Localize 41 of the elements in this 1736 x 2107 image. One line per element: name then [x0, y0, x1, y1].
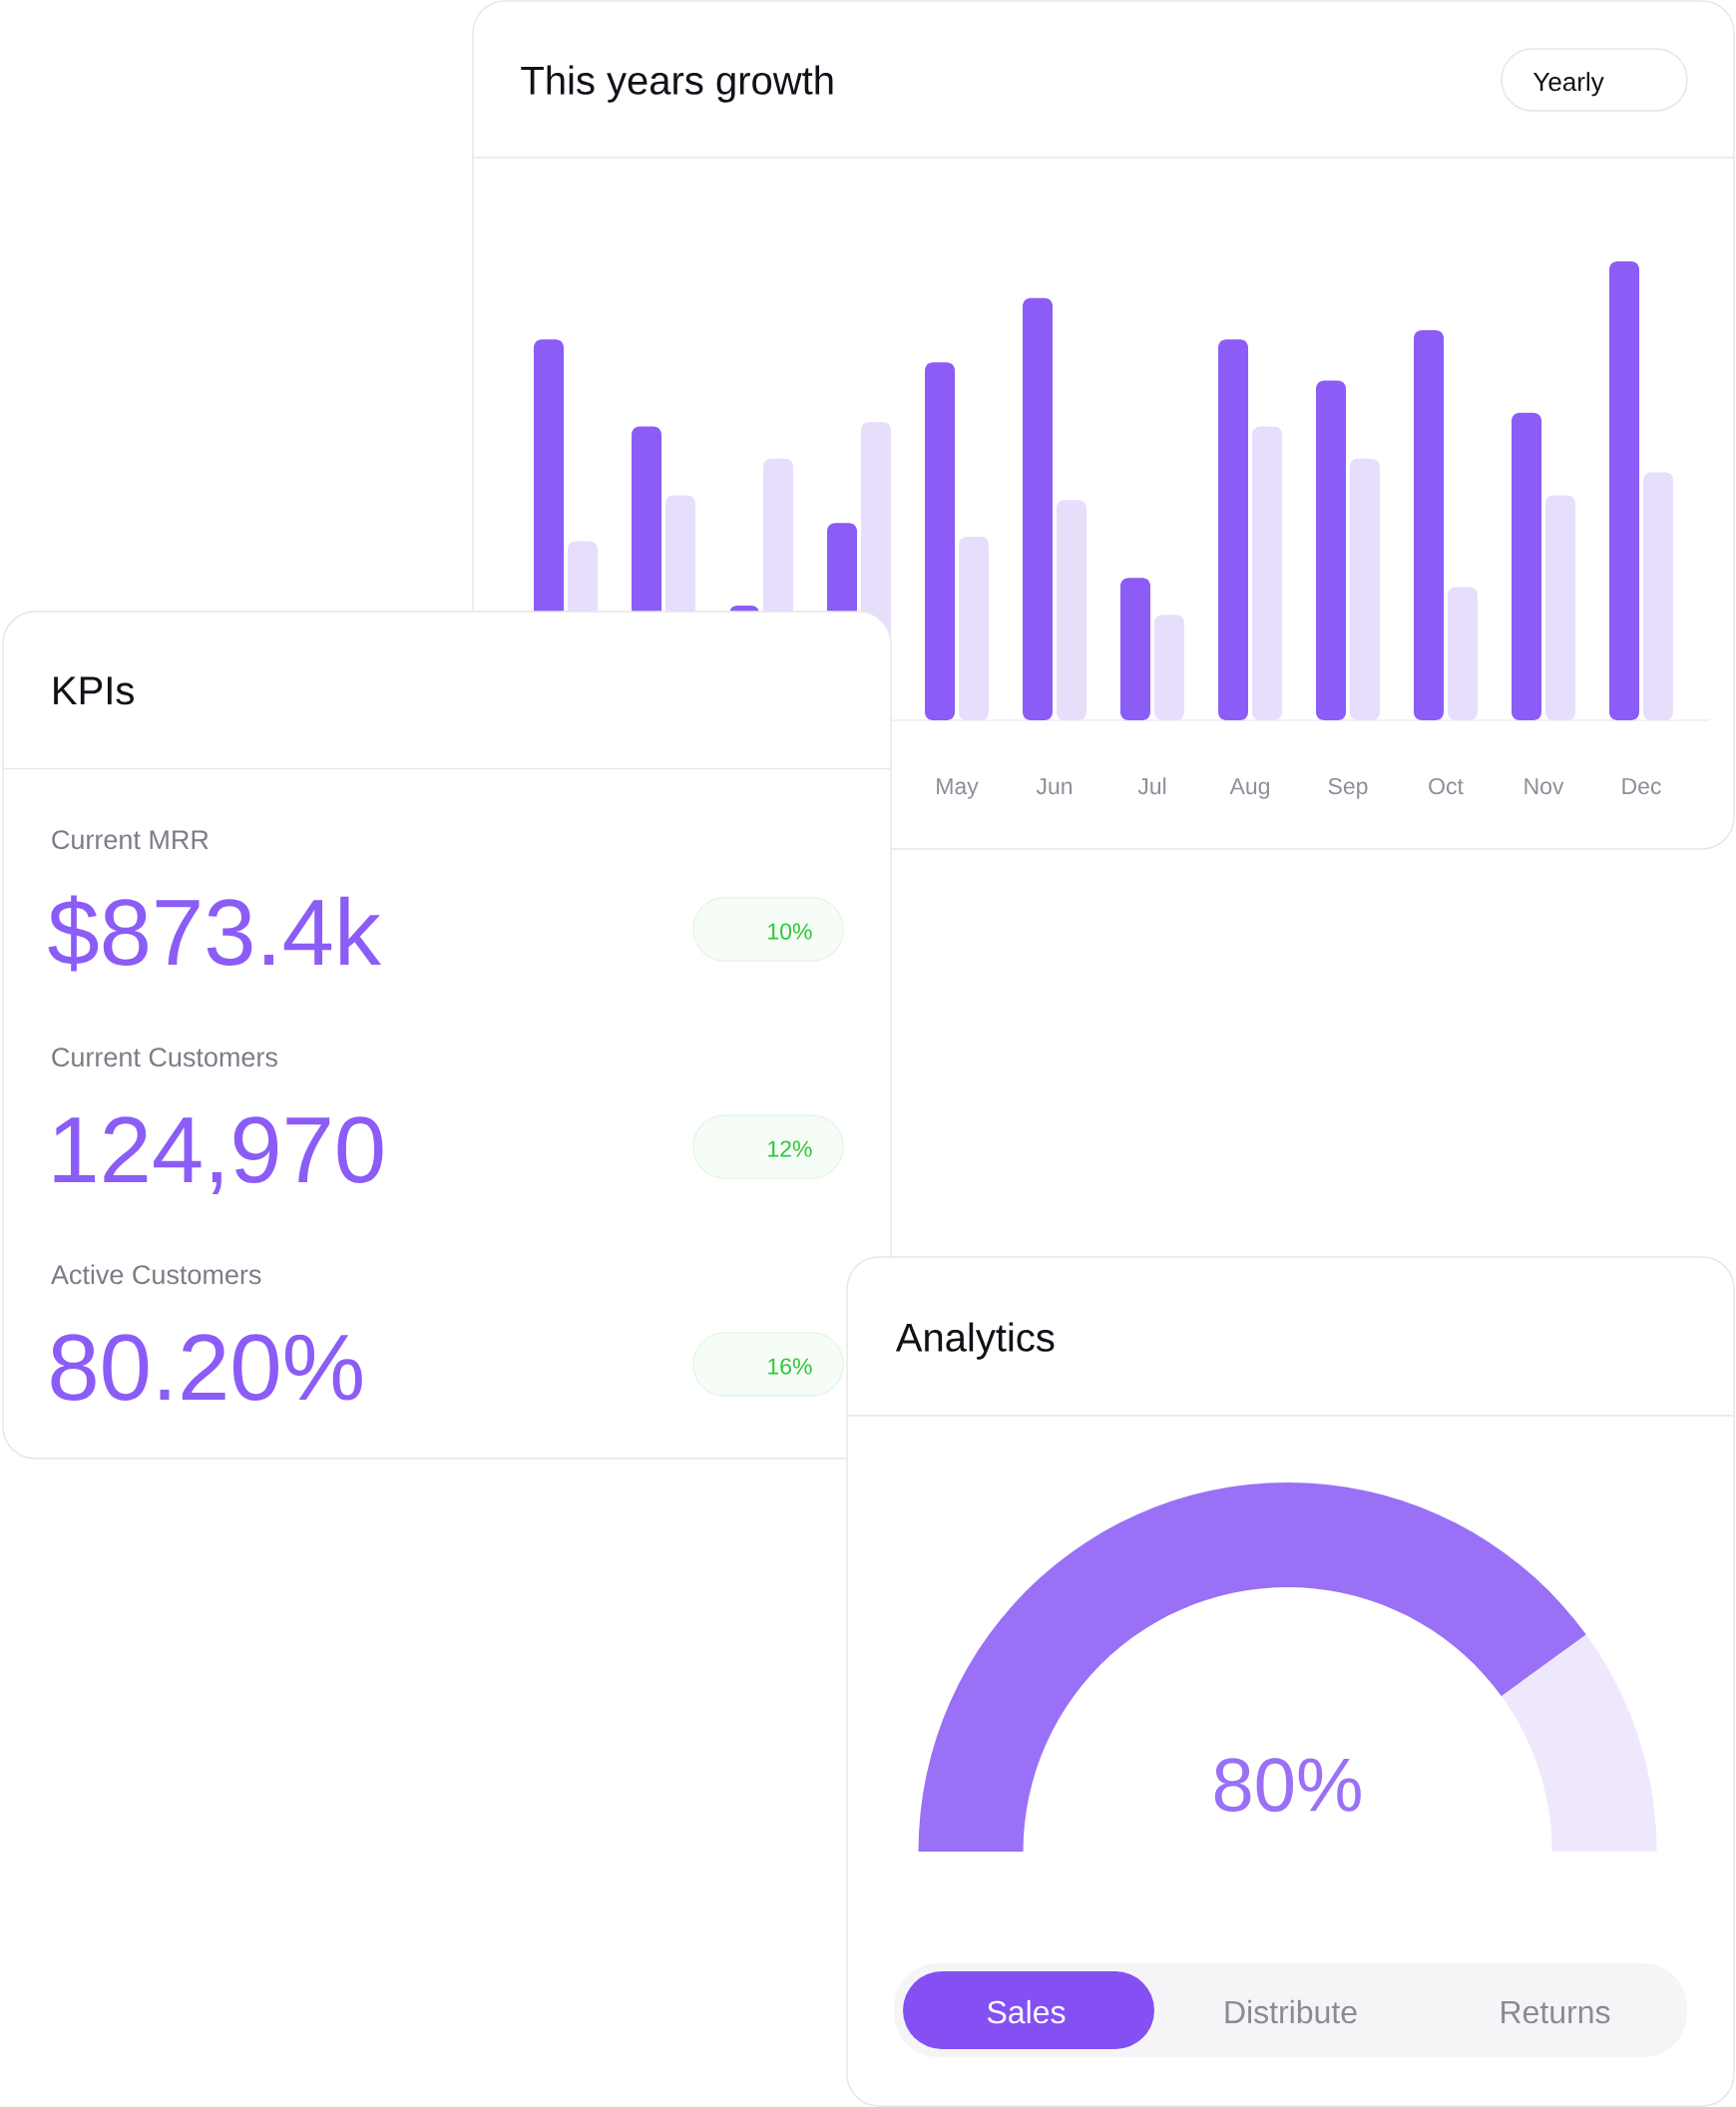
text: Active Customers — [50, 1264, 261, 1285]
x-tick-label: Aug — [1229, 778, 1269, 799]
x-tick-label: May — [937, 778, 979, 799]
bar — [925, 362, 956, 720]
text: KPIs — [54, 676, 134, 705]
bar — [1414, 329, 1445, 720]
x-tick-label: Nov — [1524, 778, 1564, 795]
text: Current Customers — [52, 1048, 277, 1067]
text: 10% — [768, 923, 812, 940]
bar — [1218, 339, 1249, 720]
bar — [959, 536, 990, 720]
text: Distribute — [1225, 1999, 1357, 2024]
text: Current MRR — [52, 830, 209, 850]
text: Yearly — [1532, 72, 1604, 97]
text: 16% — [768, 1358, 812, 1375]
text: 12% — [768, 1140, 812, 1157]
bar — [1609, 260, 1640, 720]
x-tick-label: Dec — [1622, 778, 1661, 795]
bar — [1057, 500, 1087, 720]
bar — [1512, 412, 1542, 720]
text: Returns — [1502, 2000, 1610, 2024]
text: $873.4k — [48, 895, 381, 972]
chart-title: This years growth — [521, 65, 833, 103]
chart-title: Analytics — [895, 1322, 1055, 1360]
text: Sales — [987, 1999, 1066, 2024]
data-label: 80% — [1214, 1758, 1361, 1813]
text: 80.20% — [51, 1334, 362, 1401]
bar — [1350, 458, 1381, 720]
x-tick-label: Oct — [1429, 777, 1464, 795]
bar — [1120, 578, 1151, 720]
text: 124,970 — [54, 1116, 383, 1194]
bar — [1023, 297, 1054, 720]
x-tick-label: Sep — [1328, 777, 1368, 799]
bar — [1316, 380, 1347, 720]
bar — [1252, 426, 1283, 720]
bar — [1154, 615, 1185, 720]
bar — [1448, 587, 1479, 720]
x-tick-label: Jul — [1137, 777, 1166, 795]
bar — [1643, 472, 1674, 720]
bar — [1545, 495, 1576, 720]
x-tick-label: Jun — [1036, 778, 1073, 795]
